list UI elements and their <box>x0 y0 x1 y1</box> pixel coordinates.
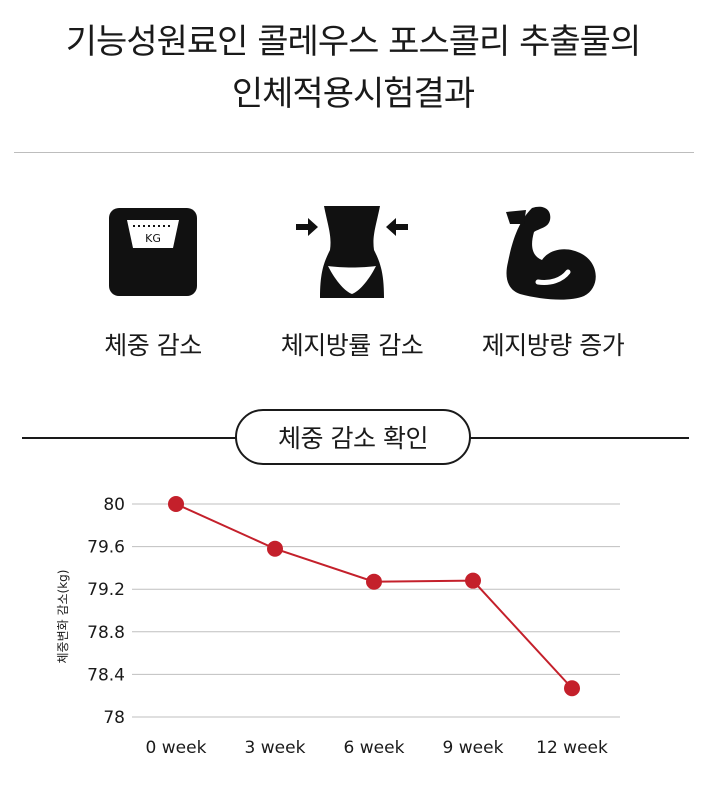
y-tick-label: 79.2 <box>87 580 125 600</box>
x-tick-label: 12 week <box>536 738 608 758</box>
y-tick-label: 79.6 <box>87 538 125 558</box>
feature-weight: KG 체중 감소 <box>63 196 243 362</box>
data-point <box>564 680 580 697</box>
feature-lean-mass: 제지방량 증가 <box>463 196 643 362</box>
weight-change-chart: 80 79.6 79.2 78.8 78.4 78 체중변화 감소(kg) 0 week 3 w… <box>56 495 620 758</box>
y-tick-label: 78.4 <box>87 665 125 685</box>
x-tick-label: 9 week <box>443 738 504 758</box>
feature-label: 체중 감소 <box>104 331 202 360</box>
x-tick-label: 0 week <box>146 738 207 758</box>
data-point <box>366 573 382 590</box>
series-line <box>175 503 573 689</box>
section-line-right <box>470 437 689 439</box>
page-title-line1: 기능성원료인 콜레우스 포스콜리 추출물의 <box>65 22 641 62</box>
data-point <box>465 572 481 589</box>
x-tick-label: 3 week <box>245 738 306 758</box>
scale-kg-label: KG <box>145 232 161 245</box>
muscle-arm-icon <box>463 196 643 308</box>
waist-icon <box>262 196 442 308</box>
divider <box>14 152 694 153</box>
section-title-pill: 체중 감소 확인 <box>235 409 471 465</box>
data-point <box>168 496 184 512</box>
y-tick-label: 80 <box>103 495 125 515</box>
feature-label: 제지방량 증가 <box>481 331 625 360</box>
y-tick-label: 78 <box>103 708 125 728</box>
data-point <box>267 540 283 557</box>
scale-icon: KG <box>63 196 243 308</box>
section-title: 체중 감소 확인 <box>278 424 428 453</box>
x-tick-label: 6 week <box>344 738 405 758</box>
page-title-line2: 인체적용시험결과 <box>231 74 475 114</box>
feature-label: 체지방률 감소 <box>280 331 424 360</box>
y-axis-label: 체중변화 감소(kg) <box>56 570 70 664</box>
y-tick-label: 78.8 <box>87 623 125 643</box>
section-line-left <box>22 437 236 439</box>
feature-body-fat: 체지방률 감소 <box>262 196 442 362</box>
